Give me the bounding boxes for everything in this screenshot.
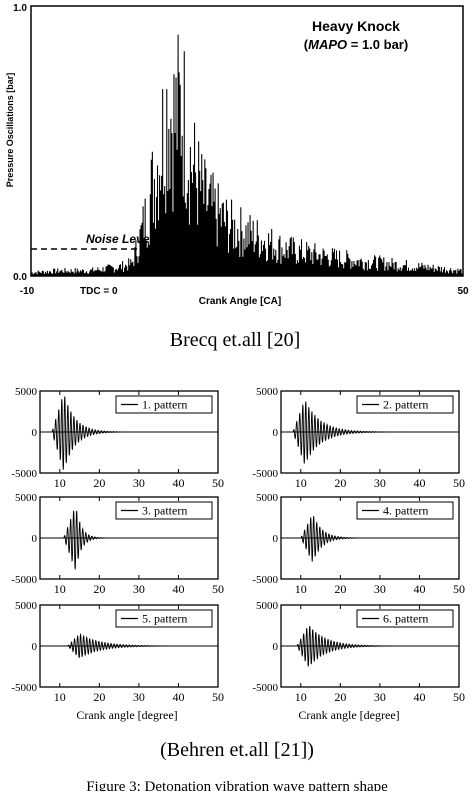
- x-tick-label: 20: [93, 476, 105, 490]
- y-tick-label: -5000: [11, 574, 37, 586]
- x-tick-label: 30: [133, 476, 145, 490]
- bottom-x-label-right: Crank angle [degree]: [298, 708, 399, 722]
- bottom-chart-caption: (Behren et.all [21]): [160, 739, 314, 761]
- x-tick-label: 30: [374, 582, 386, 596]
- x-tick-label: 10: [295, 582, 307, 596]
- waveform-line: [281, 626, 459, 667]
- y-tick-label: 5000: [256, 600, 279, 612]
- y-tick-bottom: 0.0: [13, 272, 27, 283]
- x-tick-label: 40: [172, 582, 184, 596]
- y-tick-label: -5000: [252, 468, 278, 480]
- legend-box: [356, 501, 454, 520]
- pattern-panel-3: 10 20 30 40 50 5000 0 -5000 3. pattern: [11, 492, 224, 596]
- x-tick-label: 40: [172, 690, 184, 704]
- x-tick-label: 50: [453, 582, 465, 596]
- y-tick-label: -5000: [252, 682, 278, 694]
- x-tick-right: 50: [457, 286, 469, 297]
- x-tick-label: 50: [212, 582, 224, 596]
- figure-caption: Figure 3: Detonation vibration wave patt…: [86, 779, 388, 791]
- x-tick-label: 20: [93, 690, 105, 704]
- tdc-label: TDC = 0: [80, 286, 118, 297]
- x-tick-label: 30: [133, 582, 145, 596]
- legend-label: 4. pattern: [383, 504, 428, 518]
- x-tick-label: 10: [54, 690, 66, 704]
- x-tick-label: 10: [295, 476, 307, 490]
- top-chart-caption: Brecq et.all [20]: [170, 329, 301, 351]
- pattern-panel-6: 10 20 30 40 50 5000 0 -5000 6. pattern: [252, 600, 465, 704]
- y-tick-label: 0: [273, 427, 279, 439]
- y-tick-label: 0: [32, 427, 38, 439]
- pattern-panel-4: 10 20 30 40 50 5000 0 -5000 4. pattern: [252, 492, 465, 596]
- legend-label: 5. pattern: [142, 612, 187, 626]
- y-tick-label: 5000: [15, 600, 38, 612]
- top-chart: Noise Level Heavy Knock (MAPO = 1.0 bar)…: [5, 3, 469, 351]
- legend-label: 3. pattern: [142, 504, 187, 518]
- legend-box: [356, 609, 454, 628]
- pattern-panel-5: 10 20 30 40 50 5000 0 -5000 5. pattern: [11, 600, 224, 704]
- y-tick-label: 5000: [256, 492, 279, 504]
- waveform-line: [40, 510, 218, 570]
- waveform-line: [40, 396, 218, 470]
- top-chart-subtitle: (MAPO = 1.0 bar): [304, 37, 408, 52]
- legend-label: 6. pattern: [383, 612, 428, 626]
- y-tick-label: -5000: [11, 468, 37, 480]
- legend-box: [115, 395, 213, 414]
- legend-box: [115, 501, 213, 520]
- waveform-line: [40, 632, 218, 658]
- y-tick-label: 0: [273, 641, 279, 653]
- x-tick-label: 20: [93, 582, 105, 596]
- pattern-panel-1: 10 20 30 40 50 5000 0 -5000 1. pattern: [11, 386, 224, 490]
- x-tick-label: 20: [334, 690, 346, 704]
- x-tick-label: 30: [374, 476, 386, 490]
- legend-box: [115, 609, 213, 628]
- x-tick-label: 50: [212, 476, 224, 490]
- waveform-line: [281, 401, 459, 464]
- x-tick-label: 40: [413, 690, 425, 704]
- x-tick-label: 20: [334, 476, 346, 490]
- y-tick-label: 5000: [15, 386, 38, 398]
- x-tick-label: 50: [453, 476, 465, 490]
- pattern-panel-2: 10 20 30 40 50 5000 0 -5000 2. pattern: [252, 386, 465, 490]
- bottom-x-label-left: Crank angle [degree]: [76, 708, 177, 722]
- x-tick-label: 40: [413, 582, 425, 596]
- legend-box: [356, 395, 454, 414]
- y-tick-label: 5000: [256, 386, 279, 398]
- legend-label: 2. pattern: [383, 398, 428, 412]
- x-tick-label: 20: [334, 582, 346, 596]
- y-tick-label: -5000: [252, 574, 278, 586]
- x-tick-label: 50: [212, 690, 224, 704]
- waveform-line: [281, 516, 459, 562]
- top-chart-title: Heavy Knock: [312, 18, 400, 34]
- top-x-axis-label: Crank Angle [CA]: [199, 296, 281, 307]
- x-tick-label: 30: [374, 690, 386, 704]
- y-tick-top: 1.0: [13, 3, 27, 14]
- top-bars: [30, 34, 463, 276]
- x-tick-left: -10: [20, 286, 35, 297]
- y-tick-label: 0: [32, 533, 38, 545]
- x-tick-label: 10: [295, 690, 307, 704]
- top-y-axis-label: Pressure Oscillations [bar]: [5, 73, 15, 188]
- y-tick-label: 0: [273, 533, 279, 545]
- legend-label: 1. pattern: [142, 398, 187, 412]
- x-tick-label: 30: [133, 690, 145, 704]
- x-tick-label: 50: [453, 690, 465, 704]
- x-tick-label: 40: [172, 476, 184, 490]
- x-tick-label: 40: [413, 476, 425, 490]
- noise-level-label: Noise Level: [86, 232, 153, 246]
- top-signal-trace: [30, 34, 463, 276]
- y-tick-label: 0: [32, 641, 38, 653]
- x-tick-label: 10: [54, 476, 66, 490]
- y-tick-label: -5000: [11, 682, 37, 694]
- y-tick-label: 5000: [15, 492, 38, 504]
- x-tick-label: 10: [54, 582, 66, 596]
